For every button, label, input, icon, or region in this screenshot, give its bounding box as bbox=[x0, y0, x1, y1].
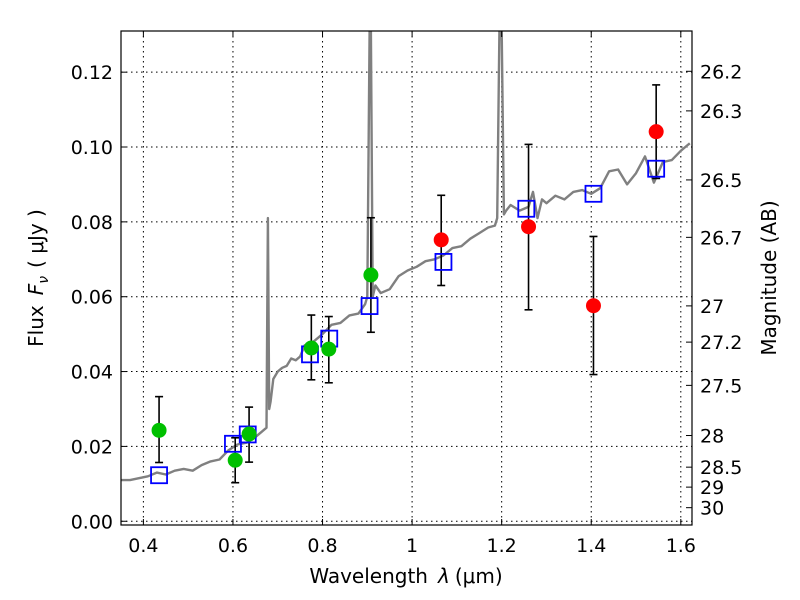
model-spectrum-line bbox=[121, 31, 691, 482]
red-data-point bbox=[521, 219, 537, 235]
model-photometry-box bbox=[584, 184, 603, 203]
model-photometry-box bbox=[647, 159, 666, 178]
magnitude-tick-label: 26.3 bbox=[700, 101, 742, 123]
green-data-point bbox=[363, 267, 379, 283]
x-tick-label: 0.6 bbox=[218, 535, 248, 557]
model-photometry-box bbox=[517, 199, 536, 218]
y-tick-label: 0.10 bbox=[71, 137, 113, 159]
green-data-point bbox=[227, 452, 243, 468]
magnitude-axis-label: Magnitude (AB) bbox=[757, 200, 781, 355]
y-tick-label: 0.06 bbox=[71, 287, 113, 309]
model-photometry-box bbox=[224, 434, 242, 453]
magnitude-tick-label: 28.5 bbox=[700, 457, 742, 479]
x-axis-label: Wavelength λ (μm) bbox=[309, 564, 502, 588]
magnitude-tick-label: 27 bbox=[700, 296, 724, 318]
x-tick-label: 1 bbox=[406, 535, 418, 557]
x-tick-label: 0.8 bbox=[307, 535, 337, 557]
x-tick-label: 0.4 bbox=[128, 535, 158, 557]
y-axis-label: FluxFν( μJy ) bbox=[24, 209, 52, 347]
magnitude-tick-label: 29 bbox=[700, 477, 724, 499]
grid-lines bbox=[121, 31, 692, 525]
y-tick-label: 0.00 bbox=[71, 511, 113, 533]
magnitude-tick-label: 28 bbox=[700, 426, 724, 448]
green-data-point bbox=[241, 426, 257, 442]
y-tick-label: 0.12 bbox=[71, 62, 113, 84]
x-tick-label: 1.4 bbox=[576, 535, 606, 557]
y-tick-label: 0.04 bbox=[71, 362, 113, 384]
magnitude-tick-label: 26.7 bbox=[700, 227, 742, 249]
x-tick-label: 1.6 bbox=[666, 535, 696, 557]
magnitude-tick-label: 26.5 bbox=[700, 170, 742, 192]
model-photometry-box bbox=[360, 297, 379, 315]
green-data-point bbox=[151, 422, 167, 438]
model-photometry-box bbox=[434, 253, 453, 271]
green-data-point bbox=[303, 340, 319, 356]
y-tick-label: 0.08 bbox=[71, 212, 113, 234]
magnitude-tick-label: 30 bbox=[700, 498, 724, 520]
red-data-point bbox=[433, 232, 449, 248]
axis-ticks: 0.4 0.6 0.8 1 1.2 1.4 1.6 0.00 0.02 0.04 0.06 0.08 0… bbox=[71, 31, 742, 557]
magnitude-tick-label: 27.2 bbox=[700, 332, 742, 354]
magnitude-tick-label: 27.5 bbox=[700, 375, 742, 397]
plot-area bbox=[121, 31, 691, 485]
red-data-point bbox=[648, 124, 664, 140]
plot-frame bbox=[120, 30, 693, 526]
red-data-point bbox=[585, 298, 601, 314]
y-tick-label: 0.02 bbox=[71, 436, 113, 458]
model-photometry-box bbox=[150, 466, 168, 485]
magnitude-tick-label: 26.2 bbox=[700, 61, 742, 83]
green-data-point bbox=[321, 341, 337, 357]
x-tick-label: 1.2 bbox=[487, 535, 517, 557]
